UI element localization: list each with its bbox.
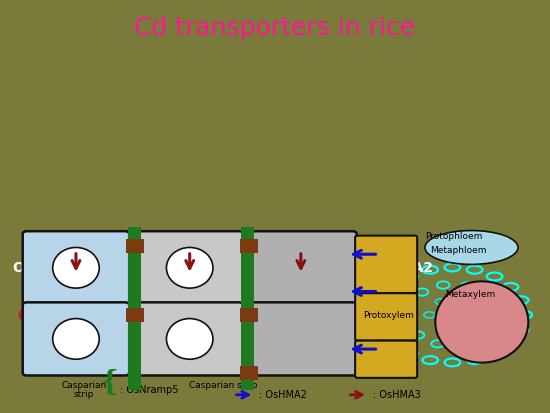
Ellipse shape	[53, 247, 99, 288]
Text: OsHMA3: OsHMA3	[188, 261, 254, 275]
Text: Metaxylem: Metaxylem	[446, 290, 496, 299]
Bar	[126, 309, 144, 322]
Bar	[126, 239, 144, 253]
Text: OsHMA2: OsHMA2	[367, 261, 433, 275]
FancyBboxPatch shape	[23, 302, 129, 375]
Ellipse shape	[272, 325, 318, 359]
Ellipse shape	[425, 230, 518, 264]
FancyBboxPatch shape	[250, 231, 357, 304]
Text: Metaphloem: Metaphloem	[430, 246, 487, 255]
FancyBboxPatch shape	[355, 235, 417, 293]
Text: Casparian: Casparian	[61, 381, 106, 390]
FancyBboxPatch shape	[136, 302, 243, 375]
Text: OsNramp5: OsNramp5	[12, 261, 95, 275]
Ellipse shape	[270, 277, 320, 316]
Ellipse shape	[435, 281, 529, 363]
Text: : OsHMA2: : OsHMA2	[260, 390, 307, 400]
Bar	[128, 227, 141, 390]
FancyBboxPatch shape	[250, 302, 357, 375]
Ellipse shape	[243, 300, 280, 330]
FancyBboxPatch shape	[136, 231, 243, 304]
Bar	[0, 0, 550, 18]
Text: Protoxylem: Protoxylem	[363, 311, 414, 320]
Text: : OsHMA3: : OsHMA3	[373, 390, 421, 400]
Text: Cd transporters in rice: Cd transporters in rice	[134, 16, 416, 40]
Circle shape	[74, 304, 104, 326]
Text: Casparian strip: Casparian strip	[189, 381, 257, 390]
FancyBboxPatch shape	[355, 341, 417, 378]
Bar	[240, 239, 258, 253]
Ellipse shape	[186, 257, 345, 373]
FancyBboxPatch shape	[23, 231, 129, 304]
Bar	[240, 309, 258, 322]
Text: Protophloem: Protophloem	[425, 232, 482, 241]
Text: : OsNramp5: : OsNramp5	[120, 385, 178, 395]
Ellipse shape	[205, 277, 251, 316]
Text: {: {	[101, 370, 118, 396]
Ellipse shape	[167, 318, 213, 359]
Bar	[241, 227, 254, 390]
Ellipse shape	[167, 247, 213, 288]
Ellipse shape	[53, 318, 99, 359]
FancyBboxPatch shape	[355, 293, 417, 341]
Bar	[240, 366, 258, 380]
Text: strip: strip	[74, 390, 94, 399]
Ellipse shape	[202, 325, 253, 359]
Bar	[0, 395, 550, 413]
